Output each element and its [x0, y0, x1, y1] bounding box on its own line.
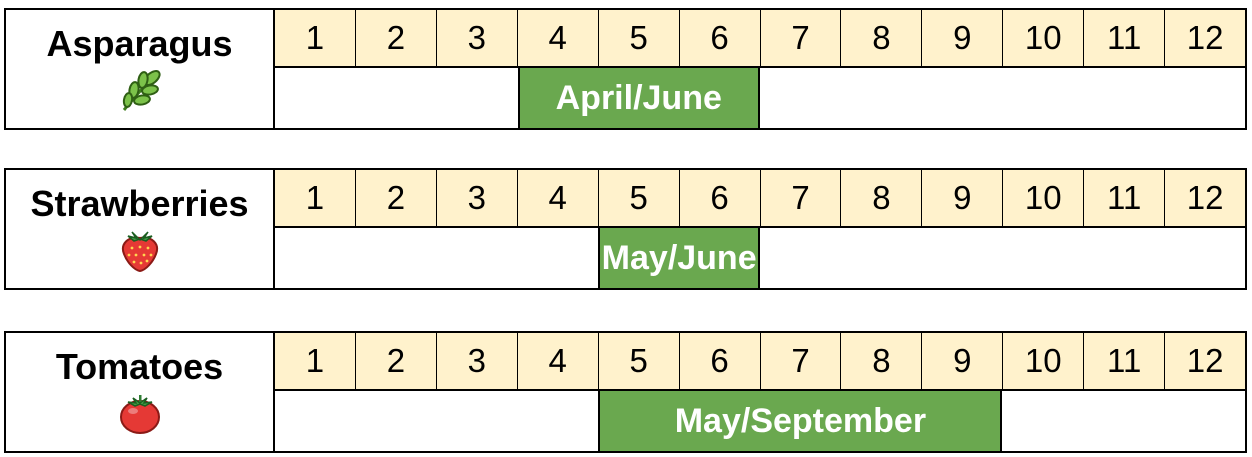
month-cell: 3 [436, 170, 518, 226]
crop-table-strawberries: Strawberries 1 2 3 4 5 6 7 8 9 [4, 168, 1247, 290]
season-row: May/June [275, 228, 1245, 288]
month-cell: 12 [1165, 333, 1246, 389]
season-bar: May/September [598, 391, 1003, 451]
month-cell: 6 [679, 10, 761, 66]
month-cell: 7 [760, 10, 842, 66]
month-cell: 1 [275, 170, 356, 226]
month-cell: 3 [436, 333, 518, 389]
month-calendar: 1 2 3 4 5 6 7 8 9 10 11 12 May/September [275, 333, 1246, 451]
month-header-row: 1 2 3 4 5 6 7 8 9 10 11 12 [275, 333, 1246, 391]
month-cell: 6 [679, 170, 761, 226]
crop-name: Asparagus [46, 23, 233, 64]
month-cell: 5 [598, 333, 680, 389]
month-cell: 10 [1003, 170, 1085, 226]
month-cell: 11 [1084, 170, 1166, 226]
month-cell: 9 [922, 10, 1004, 66]
season-bar: May/June [598, 228, 760, 288]
season-bar: April/June [517, 68, 760, 128]
leafy-herb-icon [122, 70, 161, 111]
month-cell: 4 [517, 333, 599, 389]
month-cell: 8 [841, 10, 923, 66]
month-cell: 8 [841, 170, 923, 226]
month-cell: 12 [1165, 170, 1246, 226]
crop-label-cell: Tomatoes [6, 333, 275, 451]
season-row: April/June [275, 68, 1245, 128]
month-cell: 3 [436, 10, 518, 66]
month-header-row: 1 2 3 4 5 6 7 8 9 10 11 12 [275, 10, 1246, 68]
month-cell: 7 [760, 170, 842, 226]
month-cell: 8 [841, 333, 923, 389]
crop-name: Strawberries [30, 183, 249, 224]
month-cell: 4 [517, 10, 599, 66]
month-cell: 6 [679, 333, 761, 389]
month-cell: 11 [1084, 10, 1166, 66]
month-cell: 5 [598, 10, 680, 66]
month-cell: 5 [598, 170, 680, 226]
month-cell: 1 [275, 10, 356, 66]
month-header-row: 1 2 3 4 5 6 7 8 9 10 11 12 [275, 170, 1246, 228]
crop-table-asparagus: Asparagus 1 2 3 4 5 6 7 8 9 [4, 8, 1247, 130]
month-cell: 2 [355, 333, 437, 389]
crop-table-tomatoes: Tomatoes 1 2 3 4 5 6 7 8 9 10 11 12 [4, 331, 1247, 453]
strawberry-icon [121, 231, 158, 273]
tomato-icon [119, 395, 160, 434]
month-cell: 4 [517, 170, 599, 226]
month-cell: 12 [1165, 10, 1246, 66]
month-cell: 2 [355, 170, 437, 226]
month-cell: 7 [760, 333, 842, 389]
month-cell: 9 [922, 333, 1004, 389]
month-calendar: 1 2 3 4 5 6 7 8 9 10 11 12 April/June [275, 10, 1246, 128]
crop-label-cell: Asparagus [6, 10, 275, 128]
month-cell: 9 [922, 170, 1004, 226]
month-cell: 1 [275, 333, 356, 389]
month-cell: 2 [355, 10, 437, 66]
crop-name: Tomatoes [55, 346, 224, 387]
month-cell: 10 [1003, 333, 1085, 389]
crop-label-cell: Strawberries [6, 170, 275, 288]
month-calendar: 1 2 3 4 5 6 7 8 9 10 11 12 May/June [275, 170, 1246, 288]
month-cell: 10 [1003, 10, 1085, 66]
month-cell: 11 [1084, 333, 1166, 389]
season-row: May/September [275, 391, 1245, 451]
